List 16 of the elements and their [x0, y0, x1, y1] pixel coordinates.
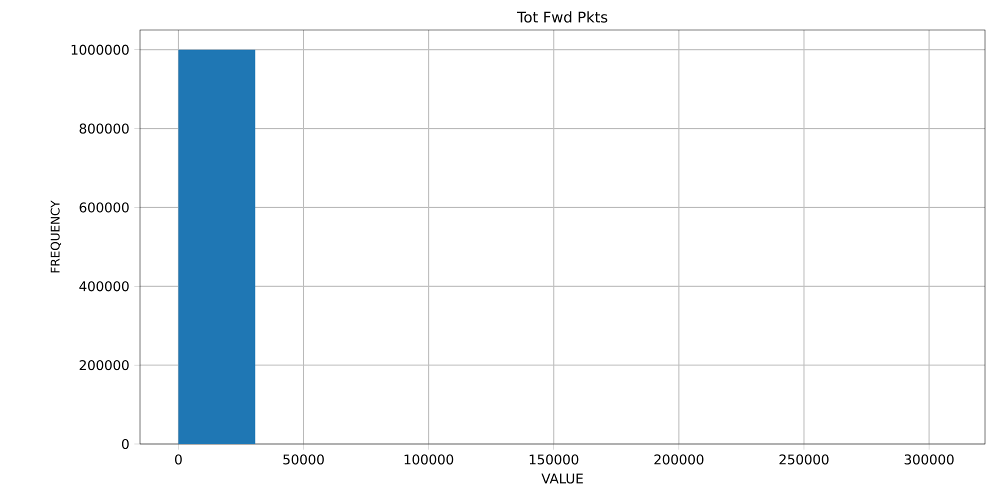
x-tick-label: 50000 — [283, 454, 324, 464]
x-tick-label: 150000 — [530, 454, 578, 464]
y-axis-title: FREQUENCY — [50, 200, 62, 272]
x-tick-label: 250000 — [780, 454, 829, 464]
x-tick-label: 0 — [175, 454, 182, 464]
y-tick-label: 0 — [122, 438, 129, 450]
x-tick-label: 200000 — [654, 454, 704, 464]
y-tick-label: 800000 — [80, 124, 129, 134]
y-tick-label: 1000000 — [72, 44, 129, 55]
y-tick-label: 600000 — [80, 202, 129, 212]
x-axis-title: VALUE — [541, 474, 583, 484]
x-tick-label: 100000 — [404, 454, 454, 464]
chart-title: Tot Fwd Pkts — [516, 11, 608, 23]
x-tick-label: 300000 — [904, 454, 954, 464]
y-tick-label: 200000 — [80, 360, 129, 370]
y-tick-label: 400000 — [79, 281, 129, 292]
